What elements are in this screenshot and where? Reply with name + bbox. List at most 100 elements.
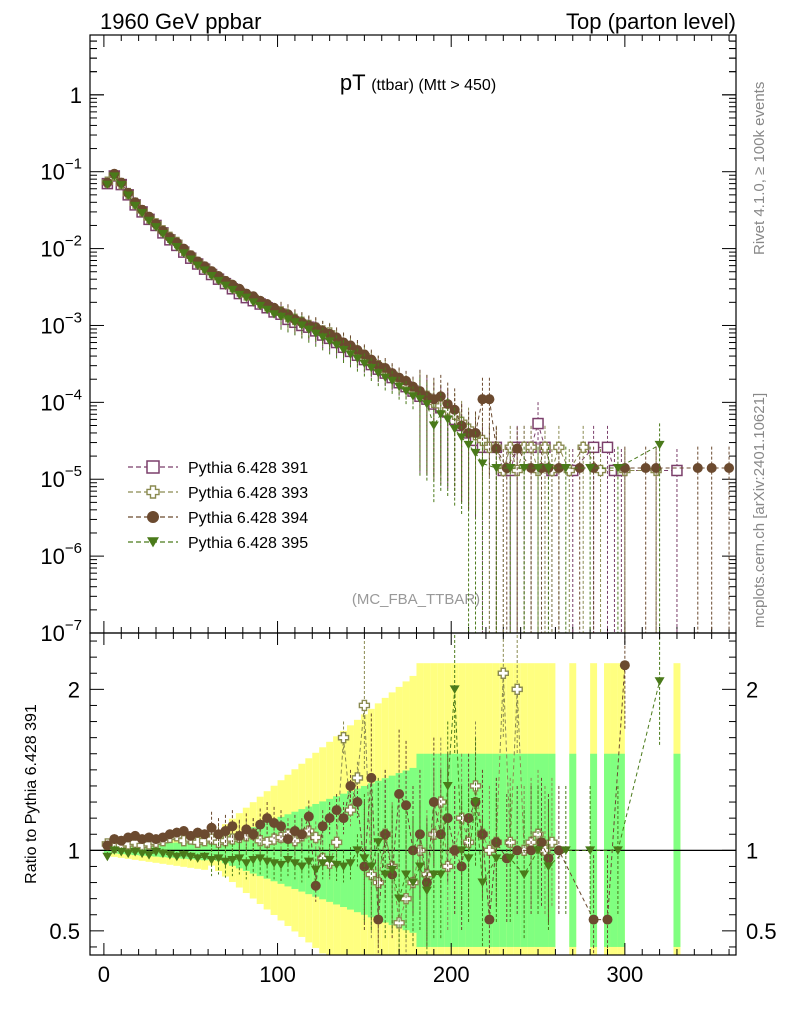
marker-filled-triangle [585,846,596,855]
marker-filled-triangle [414,395,425,404]
x-tick-label: 100 [259,962,296,987]
marker-filled-circle [414,386,425,397]
marker-filled-circle [276,821,287,832]
marker-filled-triangle [164,237,175,246]
marker-filled-circle [303,811,314,822]
marker-filled-triangle [157,229,168,239]
legend-label: Pythia 6.428 395 [188,535,308,552]
marker-filled-triangle [282,856,293,865]
marker-open-square [532,417,544,430]
marker-filled-circle [206,822,217,833]
marker-filled-circle [484,394,495,405]
y-tick-label: 1 [70,83,82,108]
chart-title: pT (ttbar) (Mtt > 450) [340,70,496,95]
marker-filled-triangle [338,862,349,871]
marker-filled-triangle [560,846,571,855]
marker-open-cross [539,441,551,454]
marker-filled-triangle [147,537,159,548]
marker-filled-circle [724,463,735,474]
marker-filled-triangle [401,387,412,396]
legend-label: Pythia 6.428 393 [188,485,308,502]
marker-filled-triangle [102,180,113,190]
marker-filled-circle [428,797,439,808]
marker-filled-triangle [345,350,356,359]
marker-filled-circle [692,463,703,474]
marker-filled-triangle [234,290,245,300]
marker-filled-circle [463,813,474,824]
marker-filled-triangle [352,354,363,364]
marker-filled-triangle [612,846,623,855]
marker-filled-circle [401,800,412,811]
header-left: 1960 GeV ppbar [100,9,261,34]
marker-filled-circle [526,463,537,474]
marker-filled-triangle [387,865,398,875]
marker-filled-circle [463,427,474,438]
marker-filled-triangle [282,315,293,324]
marker-filled-circle [220,826,231,837]
marker-filled-circle [380,829,391,840]
marker-filled-triangle [533,846,544,855]
marker-filled-triangle [192,261,203,271]
marker-filled-circle [338,813,349,824]
y-tick-label: 10−4 [40,386,82,415]
marker-filled-triangle [654,677,665,686]
marker-open-cross [577,441,589,454]
marker-filled-circle [373,914,384,925]
marker-filled-circle [366,772,377,783]
ratio-y-tick-label-right: 1 [746,838,758,863]
marker-filled-triangle [491,464,502,473]
marker-filled-triangle [380,870,391,879]
x-tick-label: 300 [607,962,644,987]
marker-filled-triangle [533,464,544,473]
watermark: (MC_FBA_TTBAR) [352,591,480,608]
series-4 [102,172,665,633]
marker-filled-triangle [612,464,623,473]
marker-filled-circle [345,780,356,791]
legend: Pythia 6.428 391 Pythia 6.428 393 Pythia 6… [128,460,308,552]
series-1 [101,170,683,633]
marker-filled-triangle [178,249,189,258]
marker-filled-circle [234,830,245,841]
marker-filled-triangle [435,870,446,879]
marker-filled-triangle [505,854,516,863]
marker-filled-triangle [421,400,432,409]
marker-filled-triangle [654,440,665,450]
marker-filled-circle [296,829,307,840]
marker-open-cross [330,836,343,848]
y-tick-label: 10−3 [40,309,82,338]
marker-open-cross [483,844,496,857]
marker-filled-triangle [359,854,370,863]
marker-filled-triangle [303,857,314,867]
marker-filled-triangle [289,318,300,327]
marker-filled-triangle [373,838,384,847]
marker-filled-triangle [435,410,446,419]
marker-filled-triangle [150,223,161,232]
marker-filled-triangle [366,363,377,373]
y-tick-label: 10−1 [40,156,82,185]
ratio-series-3 [102,633,665,955]
marker-filled-triangle [394,382,405,392]
marker-filled-triangle [401,870,412,879]
marker-filled-circle [640,463,651,474]
marker-filled-triangle [310,329,321,339]
marker-filled-circle [394,789,405,799]
marker-filled-triangle [255,301,266,311]
marker-filled-triangle [185,255,196,265]
x-tick-label: 0 [98,962,110,987]
marker-filled-triangle [137,209,148,218]
marker-filled-triangle [213,854,224,863]
marker-filled-triangle [449,685,460,694]
marker-open-cross [546,836,558,848]
marker-filled-triangle [171,242,182,252]
marker-filled-circle [352,797,363,808]
marker-filled-triangle [289,859,300,868]
marker-open-cross [469,780,482,792]
marker-filled-triangle [442,415,453,424]
main-panel: 1 10−1 10−2 10−3 10−4 10−5 10−6 10−7 pT (ttbar) … [40,34,737,646]
marker-filled-triangle [470,448,481,458]
marker-open-square [601,441,614,454]
marker-filled-triangle [199,852,210,862]
marker-open-cross [146,485,160,499]
marker-filled-circle [651,463,662,474]
